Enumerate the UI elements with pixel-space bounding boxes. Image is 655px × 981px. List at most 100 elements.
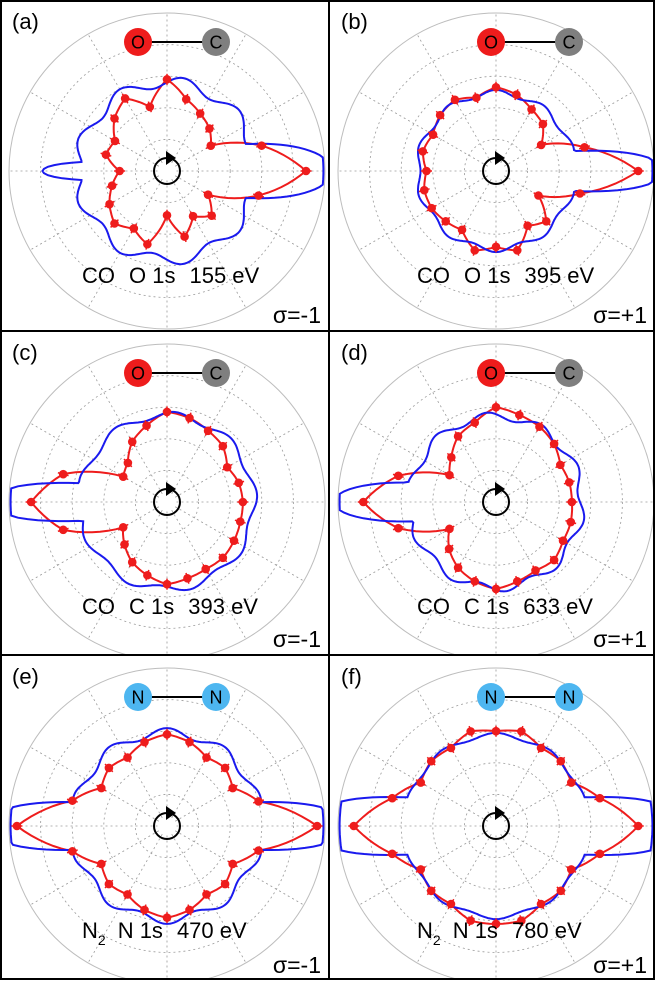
data-point <box>181 94 191 104</box>
grid-outer-ring <box>8 343 326 654</box>
data-point <box>447 453 456 462</box>
data-point <box>523 221 532 231</box>
atom-symbol: O <box>484 364 498 384</box>
data-point <box>556 756 566 766</box>
data-point <box>206 141 216 151</box>
data-point <box>257 141 266 150</box>
photon-energy: 395 eV <box>524 263 594 288</box>
photon-energy: 780 eV <box>512 918 582 943</box>
data-point <box>453 563 463 572</box>
data-point <box>446 743 456 753</box>
data-point <box>445 470 454 480</box>
grid-outer-ring <box>337 343 654 654</box>
panel-caption: CO O 1s 395 eV <box>417 263 595 288</box>
panel-caption: N2 N 1s 470 eV <box>82 918 247 948</box>
grid-ring <box>134 138 199 203</box>
data-point <box>118 522 128 532</box>
atom-o <box>477 28 505 56</box>
data-point <box>104 763 114 773</box>
data-point <box>97 783 106 793</box>
data-point <box>491 402 501 412</box>
data-point <box>238 497 248 507</box>
theory-curve <box>9 727 325 925</box>
data-point <box>228 859 237 869</box>
data-point <box>419 185 429 195</box>
panel-label: (e) <box>12 664 39 689</box>
molecule-name: CO <box>417 263 450 288</box>
helicity-label: σ=+1 <box>593 302 647 328</box>
polarization-arrow-icon <box>153 482 181 516</box>
data-point <box>394 471 403 481</box>
data-point <box>162 75 172 84</box>
data-point <box>140 905 149 915</box>
photon-energy: 633 eV <box>523 594 593 619</box>
data-point <box>556 886 566 896</box>
data-point <box>491 726 501 736</box>
data-point <box>416 778 426 787</box>
data-point <box>558 536 568 546</box>
data-point <box>564 478 574 487</box>
data-point <box>120 540 129 549</box>
data-point <box>428 130 438 139</box>
data-point <box>110 136 120 146</box>
data-point <box>129 224 139 233</box>
panel-label: (a) <box>12 9 39 34</box>
atom-o <box>124 359 152 387</box>
data-point <box>470 418 480 427</box>
data-point <box>105 199 114 209</box>
data-point <box>229 536 239 546</box>
helicity-label: σ=+1 <box>593 952 647 978</box>
data-point <box>418 147 428 156</box>
data-point <box>195 109 205 118</box>
data-point <box>491 82 501 92</box>
data-point <box>387 849 397 859</box>
data-point <box>68 847 77 856</box>
data-point <box>162 579 172 589</box>
grid-ring <box>463 138 528 203</box>
data-point <box>188 211 198 221</box>
data-point <box>68 796 77 805</box>
data-point <box>556 460 565 470</box>
atom-symbol: O <box>131 364 145 384</box>
data-point <box>491 919 501 929</box>
data-point <box>220 763 230 773</box>
data-point <box>566 778 576 787</box>
atom-c <box>555 359 583 387</box>
data-point <box>444 544 454 554</box>
data-point <box>450 95 460 105</box>
data-point <box>512 90 521 99</box>
panel-label: (c) <box>12 340 38 365</box>
data-point <box>301 166 311 176</box>
polar-panel-f: N N(f)N2 N 1s 780 eVσ=+1 <box>337 664 654 980</box>
data-point <box>394 523 403 533</box>
data-point <box>491 242 501 252</box>
grid-spoke <box>500 834 576 964</box>
polarization-arrow-icon <box>153 151 181 185</box>
polar-panel-c: O C(c)CO C 1s 393 eVσ=-1 <box>8 340 326 654</box>
data-point <box>426 756 436 766</box>
data-point <box>143 570 152 580</box>
data-point <box>566 517 576 527</box>
data-point <box>110 219 119 228</box>
theory-curve <box>417 88 654 254</box>
data-point <box>515 410 524 420</box>
helicity-label: σ=-1 <box>273 626 321 652</box>
data-point <box>101 150 111 159</box>
molecule-name: N <box>417 918 433 943</box>
data-point <box>349 821 359 831</box>
data-point <box>566 865 576 874</box>
data-point <box>142 421 151 430</box>
data-point <box>536 140 546 150</box>
photon-energy: 155 eV <box>189 263 259 288</box>
grid-ring <box>369 699 623 953</box>
data-point <box>446 899 456 909</box>
core-level: O 1s <box>464 263 510 288</box>
data-point <box>58 525 68 535</box>
molecule-subscript: 2 <box>433 932 441 948</box>
data-point <box>183 574 192 583</box>
atom-n <box>124 683 152 711</box>
data-point <box>207 211 216 220</box>
polar-grid <box>8 667 326 980</box>
